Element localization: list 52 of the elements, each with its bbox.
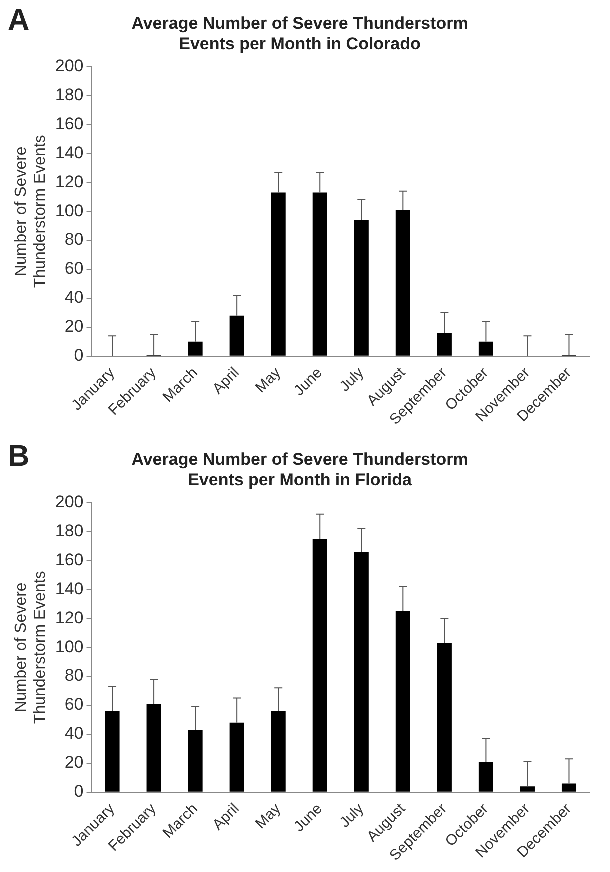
- y-tick-label: 80: [64, 230, 84, 250]
- bar: [437, 643, 452, 792]
- y-tick-label: 100: [55, 637, 84, 656]
- chart-title: Average Number of Severe Thunderstorm Events per Month in Florida: [132, 450, 468, 490]
- bar: [271, 711, 286, 792]
- y-tick-label: 120: [55, 172, 84, 192]
- y-tick-label: 40: [64, 724, 84, 744]
- y-tick-label: 180: [55, 521, 84, 540]
- bar: [230, 722, 244, 792]
- y-tick-label: 20: [64, 753, 84, 772]
- bar: [230, 316, 244, 356]
- y-tick-label: 180: [55, 85, 84, 104]
- y-tick-label: 160: [55, 114, 84, 134]
- x-tick-label: May: [252, 364, 285, 397]
- bar: [271, 192, 286, 356]
- x-tick-label: May: [252, 800, 285, 833]
- y-tick-label: 60: [64, 695, 84, 714]
- y-tick-label: 160: [55, 550, 84, 570]
- bar: [354, 552, 369, 792]
- bar: [312, 192, 328, 356]
- bar: [396, 210, 410, 356]
- y-tick-label: 60: [64, 259, 84, 278]
- y-tick-label: 40: [64, 288, 84, 308]
- y-axis-title: Number of Severe Thunderstorm Events: [13, 135, 50, 288]
- y-axis-title: Number of Severe Thunderstorm Events: [13, 571, 50, 724]
- bar: [146, 704, 162, 792]
- y-tick-label: 140: [55, 579, 84, 598]
- x-tick-label: July: [336, 364, 368, 396]
- y-tick-label: 20: [64, 317, 84, 336]
- bar: [478, 762, 494, 792]
- bar: [520, 786, 535, 792]
- bar: [105, 711, 120, 792]
- chart-title: Average Number of Severe Thunderstorm Events per Month in Colorado: [132, 14, 468, 54]
- bar: [437, 333, 452, 356]
- bar: [478, 342, 494, 356]
- y-tick-label: 120: [55, 608, 84, 628]
- y-tick-label: 0: [74, 346, 84, 366]
- y-tick-label: 200: [55, 56, 84, 76]
- y-tick-label: 0: [74, 782, 84, 802]
- y-tick-label: 200: [55, 492, 84, 512]
- bar: [354, 220, 369, 356]
- x-tick-label: July: [336, 800, 368, 832]
- y-tick-label: 140: [55, 143, 84, 162]
- bar: [396, 611, 410, 792]
- bar: [188, 730, 203, 792]
- text: A: [8, 4, 30, 38]
- bar: [188, 342, 203, 356]
- bar: [562, 784, 577, 792]
- bar: [312, 539, 328, 792]
- text: B: [8, 440, 30, 474]
- y-tick-label: 80: [64, 666, 84, 686]
- y-tick-label: 100: [55, 201, 84, 220]
